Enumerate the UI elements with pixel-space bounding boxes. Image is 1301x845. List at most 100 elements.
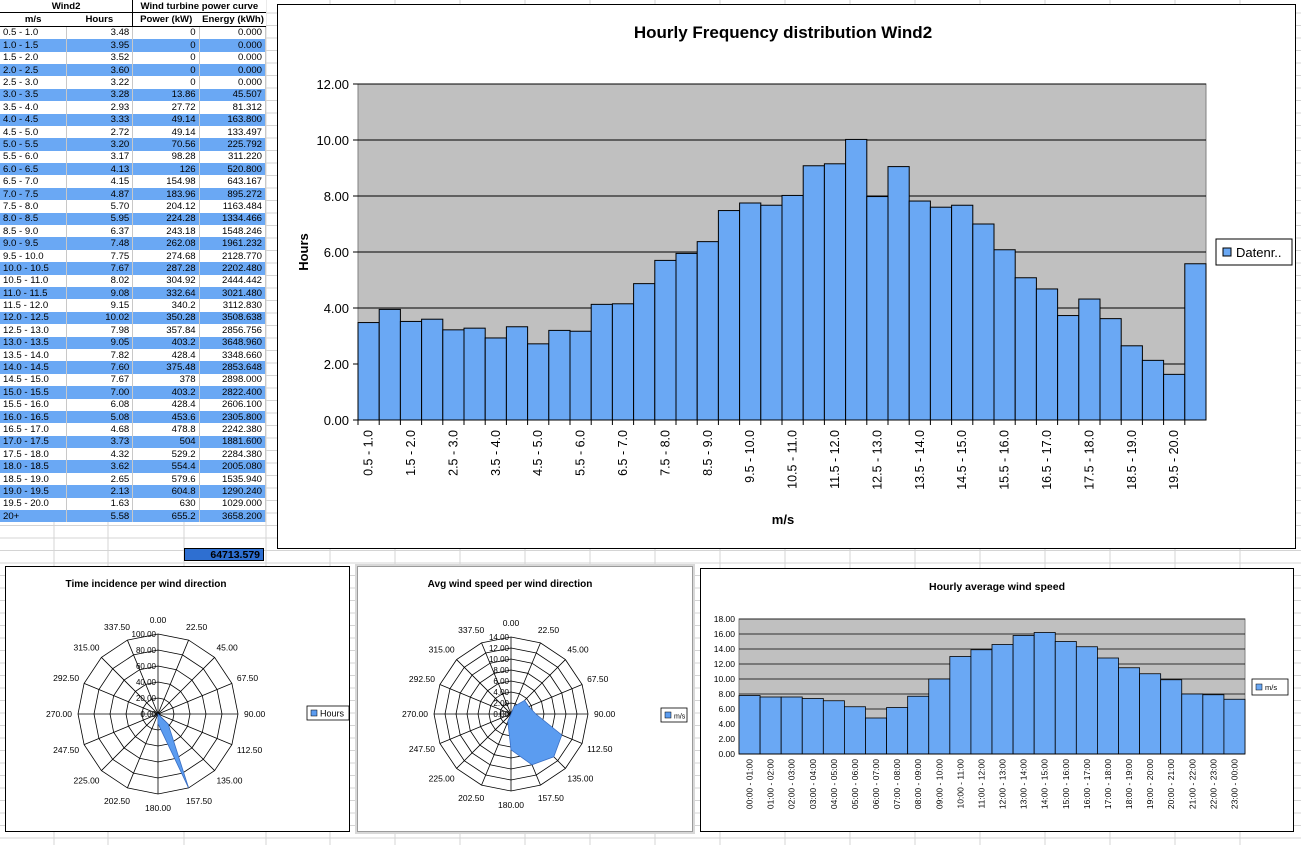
table-cell[interactable]: 6.08 [66,398,134,411]
avg-wind-speed-direction-chart[interactable]: Avg wind speed per wind direction 0.00 22.… [357,566,693,832]
table-cell[interactable]: 5.0 - 5.5 [0,138,67,151]
table-cell[interactable]: 3.95 [66,39,134,52]
table-cell[interactable]: 18.5 - 19.0 [0,472,67,486]
table-cell[interactable]: 2.13 [66,485,134,498]
table-cell[interactable]: 655.2 [132,510,200,523]
table-cell[interactable]: 3021.480 [199,286,267,300]
table-cell[interactable]: 7.98 [66,324,134,337]
table-cell[interactable]: 1961.232 [199,237,267,250]
table-cell[interactable]: 0 [132,76,200,89]
table-cell[interactable]: 2.5 - 3.0 [0,76,67,89]
table-cell[interactable]: 1535.940 [199,472,267,486]
table-cell[interactable]: 340.2 [132,299,200,312]
table-cell[interactable]: 7.82 [66,348,134,362]
table-cell[interactable]: Hours [66,12,134,27]
table-cell[interactable]: 5.08 [66,410,134,424]
table-cell[interactable]: 0.000 [199,26,267,40]
table-cell[interactable]: 70.56 [132,138,200,151]
table-cell[interactable]: 2444.442 [199,274,267,287]
table-cell[interactable]: 3.48 [66,26,134,40]
table-cell[interactable]: 18.0 - 18.5 [0,460,67,473]
table-cell[interactable]: 13.0 - 13.5 [0,336,67,349]
table-cell[interactable]: 403.2 [132,336,200,349]
table-cell[interactable]: 20+ [0,510,67,523]
table-cell[interactable]: 4.87 [66,187,134,201]
table-cell[interactable]: 4.5 - 5.0 [0,125,67,139]
table-cell[interactable]: 3.28 [66,88,134,102]
table-cell[interactable]: 27.72 [132,101,200,114]
table-cell[interactable]: 2856.756 [199,324,267,337]
table-cell[interactable]: 3.5 - 4.0 [0,101,67,114]
table-cell[interactable]: 0 [132,39,200,52]
table-cell[interactable]: Wind turbine power curve [132,0,266,14]
table-cell[interactable]: 7.00 [66,386,134,399]
table-cell[interactable]: 204.12 [132,200,200,213]
table-cell[interactable]: 183.96 [132,187,200,201]
table-cell[interactable]: 14.5 - 15.0 [0,373,67,387]
table-cell[interactable]: 311.220 [199,150,267,164]
table-cell[interactable]: 4.32 [66,448,134,461]
table-cell[interactable]: 2.72 [66,125,134,139]
table-cell[interactable]: 3.33 [66,113,134,126]
table-cell[interactable]: 428.4 [132,348,200,362]
table-cell[interactable]: 2.0 - 2.5 [0,63,67,77]
table-cell[interactable]: 350.28 [132,311,200,325]
table-cell[interactable]: 15.0 - 15.5 [0,386,67,399]
table-cell[interactable]: 45.507 [199,88,267,102]
table-cell[interactable]: 9.15 [66,299,134,312]
table-cell[interactable]: 1163.484 [199,200,267,213]
table-cell[interactable]: 1548.246 [199,225,267,238]
table-cell[interactable]: 13.5 - 14.0 [0,348,67,362]
table-cell[interactable]: 375.48 [132,361,200,374]
table-cell[interactable]: 0 [132,26,200,40]
table-cell[interactable]: 19.0 - 19.5 [0,485,67,498]
table-cell[interactable]: 10.02 [66,311,134,325]
table-cell[interactable]: 2305.800 [199,410,267,424]
table-cell[interactable]: 7.67 [66,262,134,275]
table-cell[interactable]: 3348.660 [199,348,267,362]
table-cell[interactable]: 49.14 [132,113,200,126]
hourly-average-wind-speed-chart[interactable]: Hourly average wind speed 0.00 2.00 4.00 6.0… [700,568,1294,832]
table-cell[interactable]: 1334.466 [199,212,267,226]
table-cell[interactable]: 7.75 [66,249,134,263]
table-cell[interactable]: 2005.080 [199,460,267,473]
table-cell[interactable]: 98.28 [132,150,200,164]
table-cell[interactable]: 304.92 [132,274,200,287]
table-cell[interactable]: 10.5 - 11.0 [0,274,67,287]
table-cell[interactable]: 1290.240 [199,485,267,498]
table-cell[interactable]: 378 [132,373,200,387]
table-cell[interactable]: 2898.000 [199,373,267,387]
table-cell[interactable]: 0.000 [199,76,267,89]
table-cell[interactable]: 1.63 [66,497,134,511]
table-cell[interactable]: 2284.380 [199,448,267,461]
table-cell[interactable]: 8.02 [66,274,134,287]
table-cell[interactable]: 3658.200 [199,510,267,523]
table-cell[interactable]: 3.20 [66,138,134,151]
table-cell[interactable]: 9.0 - 9.5 [0,237,67,250]
table-cell[interactable]: 287.28 [132,262,200,275]
table-cell[interactable]: 1029.000 [199,497,267,511]
table-cell[interactable]: 7.60 [66,361,134,374]
table-cell[interactable]: 8.5 - 9.0 [0,225,67,238]
table-cell[interactable]: 5.58 [66,510,134,523]
table-cell[interactable]: 9.5 - 10.0 [0,249,67,263]
table-cell[interactable]: 4.68 [66,423,134,436]
table-cell[interactable]: 332.64 [132,286,200,300]
table-cell[interactable]: 7.5 - 8.0 [0,200,67,213]
table-cell[interactable]: 16.5 - 17.0 [0,423,67,436]
table-cell[interactable]: 630 [132,497,200,511]
total-energy-cell[interactable]: 64713.579 [184,548,264,561]
table-cell[interactable]: 357.84 [132,324,200,337]
table-cell[interactable]: Power (kW) [132,12,200,27]
table-cell[interactable]: 0.000 [199,39,267,52]
table-cell[interactable]: 8.0 - 8.5 [0,212,67,226]
table-cell[interactable]: 163.800 [199,113,267,126]
table-cell[interactable]: 2853.648 [199,361,267,374]
table-cell[interactable]: Energy (kWh) [199,12,266,27]
table-cell[interactable]: 2.65 [66,472,134,486]
table-cell[interactable]: 7.67 [66,373,134,387]
table-cell[interactable]: 3.0 - 3.5 [0,88,67,102]
table-cell[interactable]: 0.5 - 1.0 [0,26,67,40]
table-cell[interactable]: 4.13 [66,163,134,176]
table-cell[interactable]: 17.0 - 17.5 [0,435,67,449]
